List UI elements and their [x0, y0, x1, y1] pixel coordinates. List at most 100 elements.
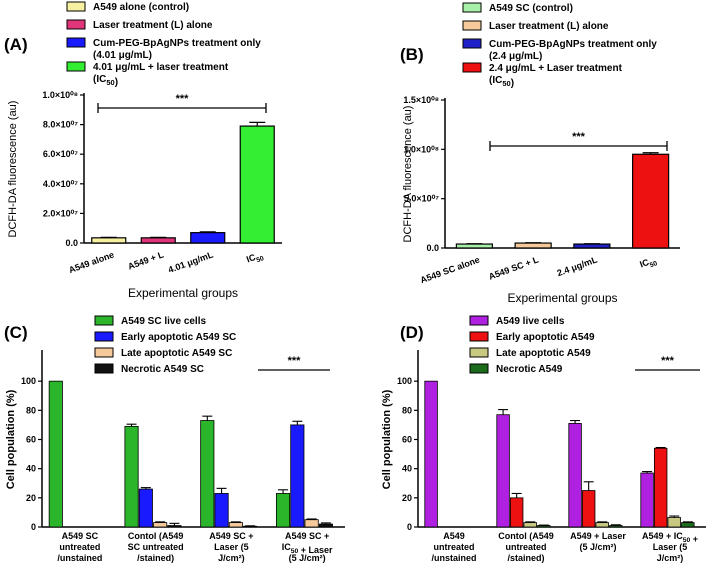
x-tick-label: 4.01 μg/mL	[167, 249, 215, 275]
significance-marker: ***	[572, 131, 586, 143]
legend-label: (4.01 μg/mL)	[93, 50, 152, 61]
panel-3: (D) 0 20 40 60 80 100 Cell population (%) ***	[381, 315, 706, 532]
y-tick-label: 0	[31, 522, 36, 532]
y-tick-label: 20	[26, 493, 36, 503]
legend-swatch	[66, 19, 86, 30]
bar	[275, 493, 291, 528]
y-tick-label: 100	[21, 376, 36, 386]
y-axis-label: Cell population (%)	[5, 389, 17, 489]
bar	[573, 243, 611, 249]
bar	[640, 472, 654, 528]
bar	[140, 237, 176, 244]
x-tick-label: A549 SC +	[285, 531, 329, 541]
x-tick-label: Contol (A549	[498, 531, 554, 541]
y-axis-label: DCFH-DA fluorescence (au)	[402, 106, 414, 243]
bar	[48, 380, 63, 528]
y-tick-label: 80	[26, 405, 36, 415]
y-tick-label: 0.0	[65, 238, 78, 248]
bar	[537, 525, 551, 528]
legend-label: A549 SC (control)	[489, 3, 573, 14]
legend-label: (2.4 μg/mL)	[489, 51, 542, 62]
x-tick-label: J/cm²)	[218, 553, 245, 563]
legend-label: (IC50)	[93, 74, 118, 88]
bar	[424, 380, 438, 528]
bar	[667, 517, 681, 528]
legend-label: Necrotic A549 SC	[121, 364, 204, 375]
legend-swatch	[66, 1, 86, 12]
legend-swatch	[469, 363, 489, 374]
x-tick-label: A549	[443, 531, 465, 541]
bar	[91, 237, 127, 244]
x-tick-label: (5 J/cm²)	[289, 553, 326, 563]
x-tick-label: A549 alone	[67, 249, 115, 275]
x-tick-label: untreated	[505, 542, 546, 552]
x-axis-title: Experimental groups	[128, 286, 238, 300]
bar	[581, 490, 596, 528]
panel-label: (D)	[400, 323, 424, 342]
x-tick-label: untreated	[433, 542, 474, 552]
y-tick-label: 40	[402, 464, 412, 474]
significance-marker: ***	[176, 93, 190, 105]
x-tick-label: IC50	[245, 249, 265, 267]
y-tick-label: 60	[26, 435, 36, 445]
y-tick-label: 1.0×10⁰⁸	[403, 144, 439, 154]
legend-label: Late apoptotic A549	[496, 348, 591, 359]
x-tick-label: A549 SC +	[209, 531, 253, 541]
y-tick-label: 0	[407, 522, 412, 532]
legend-label: Late apoptotic A549 SC	[121, 348, 232, 359]
legend-swatch	[462, 2, 482, 13]
significance-marker: ***	[661, 355, 675, 367]
legend-label: A549 live cells	[496, 316, 565, 327]
y-tick-label: 60	[402, 435, 412, 445]
x-tick-label: /stained)	[137, 553, 174, 563]
x-tick-label: A549 + L	[126, 249, 165, 271]
bar	[239, 125, 275, 244]
x-tick-label: Laser (5	[214, 542, 249, 552]
y-axis-label: DCFH-DA fluorescence (au)	[7, 101, 19, 238]
y-tick-label: 80	[402, 405, 412, 415]
bar	[290, 424, 305, 528]
legend-label: Early apoptotic A549	[496, 332, 595, 343]
bar	[681, 522, 695, 528]
y-tick-label: 2.0×10⁰⁷	[43, 208, 78, 218]
significance-marker: ***	[288, 355, 302, 367]
bar	[228, 522, 243, 528]
y-tick-label: 8.0×10⁰⁷	[43, 120, 78, 130]
legend-label: Necrotic A549	[496, 364, 563, 375]
bar	[509, 497, 524, 528]
x-tick-label: A549 SC	[62, 531, 99, 541]
legend-swatch	[94, 315, 114, 326]
y-tick-label: 0.0	[426, 243, 439, 253]
bar	[609, 525, 623, 528]
x-tick-label: Contol (A549	[128, 531, 184, 541]
y-tick-label: 40	[26, 464, 36, 474]
y-tick-label: 4.0×10⁰⁷	[43, 179, 78, 189]
legend-label: Laser treatment (L) alone	[489, 21, 609, 32]
y-tick-label: 1.5×10⁰⁸	[403, 95, 439, 105]
legend-label: A549 alone (control)	[93, 2, 189, 13]
x-tick-label: 2.4 μg/mL	[556, 254, 599, 278]
bar	[632, 153, 670, 249]
panel-label: (C)	[4, 323, 28, 342]
x-tick-label: A549 SC + L	[487, 254, 540, 281]
legend-label: (IC50)	[489, 75, 514, 89]
legend-swatch	[94, 331, 114, 342]
legend-label: 2.4 μg/mL + Laser treatment	[489, 63, 623, 74]
bar	[304, 519, 319, 528]
legend-swatch	[469, 347, 489, 358]
legend-swatch	[462, 62, 482, 73]
x-tick-label: untreated	[59, 542, 100, 552]
x-tick-label: Laser (5	[653, 542, 688, 552]
y-tick-label: 5.0×10⁰⁷	[404, 194, 439, 204]
panel-label: (B)	[400, 45, 424, 64]
bar	[200, 420, 215, 528]
legend-swatch	[94, 347, 114, 358]
legend-swatch	[66, 37, 86, 48]
bar	[167, 525, 182, 528]
x-tick-label: /stained)	[507, 553, 544, 563]
y-tick-label: 1.0×10⁰⁸	[42, 90, 78, 100]
x-tick-label: SC untreated	[128, 542, 184, 552]
legend-label: Cum-PEG-BpAgNPs treatment only	[93, 38, 261, 49]
legend-swatch	[462, 20, 482, 31]
x-tick-label: A549 SC alone	[419, 254, 481, 285]
